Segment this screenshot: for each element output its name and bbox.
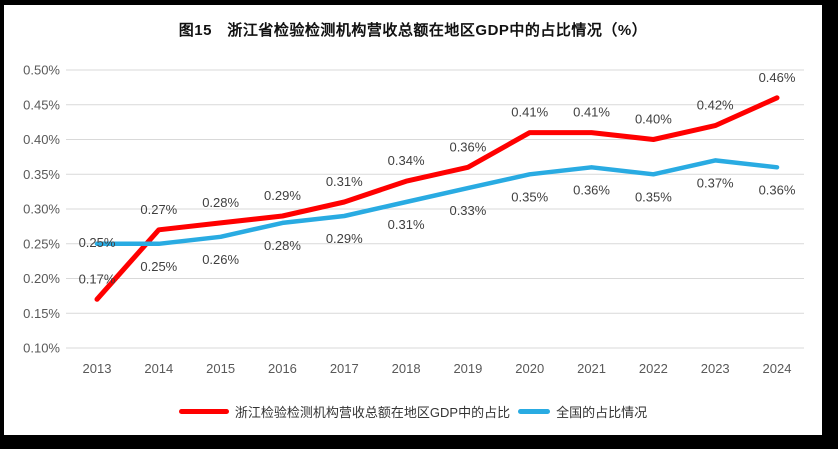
y-axis-tick-label: 0.50% xyxy=(23,63,60,78)
data-label: 0.25% xyxy=(140,259,177,274)
y-axis-tick-label: 0.10% xyxy=(23,341,60,356)
y-axis-tick-label: 0.20% xyxy=(23,271,60,286)
x-axis-tick-label: 2016 xyxy=(268,361,297,376)
chart-canvas: 图15 浙江省检验检测机构营收总额在地区GDP中的占比情况（%） 0.50% 0.… xyxy=(4,5,822,435)
chart-title: 图15 浙江省检验检测机构营收总额在地区GDP中的占比情况（%） xyxy=(178,22,648,39)
data-label: 0.46% xyxy=(759,70,796,85)
x-axis-tick-label: 2023 xyxy=(701,361,730,376)
x-axis-tick-label: 2021 xyxy=(577,361,606,376)
y-axis-tick-label: 0.15% xyxy=(23,306,60,321)
legend-label-zhejiang: 浙江检验检测机构营收总额在地区GDP中的占比 xyxy=(234,405,511,420)
legend-line-red-icon xyxy=(178,409,229,414)
data-label: 0.29% xyxy=(264,188,301,203)
x-axis-tick-label: 2024 xyxy=(763,361,792,376)
y-axis-tick-label: 0.25% xyxy=(23,236,60,251)
data-label: 0.42% xyxy=(697,98,734,113)
chart-legend: 浙江检验检测机构营收总额在地区GDP中的占比 全国的占比情况 xyxy=(4,402,822,421)
data-label: 0.28% xyxy=(202,195,239,210)
data-label: 0.31% xyxy=(326,174,363,189)
y-axis-tick-label: 0.30% xyxy=(23,202,60,217)
series-line-0[interactable] xyxy=(94,95,780,302)
x-axis-tick-label: 2017 xyxy=(330,361,359,376)
legend-item-national[interactable]: 全国的占比情况 xyxy=(518,402,647,421)
series-line-1[interactable] xyxy=(94,158,780,247)
data-label: 0.35% xyxy=(511,189,548,204)
data-label: 0.27% xyxy=(140,202,177,217)
legend-item-zhejiang[interactable]: 浙江检验检测机构营收总额在地区GDP中的占比 xyxy=(178,402,511,421)
y-axis-tick-label: 0.40% xyxy=(23,132,60,147)
data-label: 0.36% xyxy=(449,139,486,154)
x-axis-tick-label: 2019 xyxy=(453,361,482,376)
data-label: 0.25% xyxy=(79,235,116,250)
y-axis-tick-label: 0.35% xyxy=(23,167,60,182)
data-label: 0.35% xyxy=(635,189,672,204)
data-label: 0.36% xyxy=(573,182,610,197)
data-label: 0.37% xyxy=(697,175,734,190)
x-axis-tick-label: 2020 xyxy=(515,361,544,376)
x-axis-tick-label: 2014 xyxy=(144,361,173,376)
data-label: 0.17% xyxy=(79,271,116,286)
data-label: 0.31% xyxy=(388,217,425,232)
plot-area[interactable]: 0.50% 0.45% 0.40% 0.35% 0.30% 0.25% 0.20% 0.15%… xyxy=(4,5,822,435)
data-label: 0.36% xyxy=(759,182,796,197)
data-label: 0.41% xyxy=(511,105,548,120)
data-label: 0.28% xyxy=(264,238,301,253)
data-label: 0.41% xyxy=(573,105,610,120)
x-axis-tick-label: 2013 xyxy=(83,361,112,376)
data-label: 0.29% xyxy=(326,231,363,246)
x-axis-tick-label: 2015 xyxy=(206,361,235,376)
x-axis-tick-label: 2018 xyxy=(392,361,421,376)
y-axis-tick-label: 0.45% xyxy=(23,97,60,112)
legend-label-national: 全国的占比情况 xyxy=(556,405,648,420)
data-label: 0.34% xyxy=(388,153,425,168)
legend-line-blue-icon xyxy=(518,409,551,414)
x-axis-tick-label: 2022 xyxy=(639,361,668,376)
data-label: 0.40% xyxy=(635,112,672,127)
data-label: 0.33% xyxy=(449,203,486,218)
data-label: 0.26% xyxy=(202,252,239,267)
